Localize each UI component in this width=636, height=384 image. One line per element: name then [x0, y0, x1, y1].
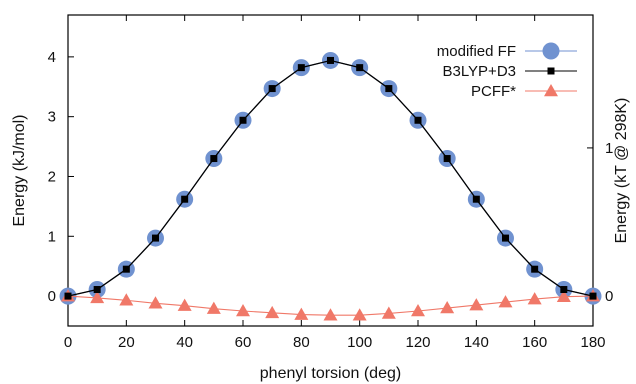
data-point — [119, 293, 134, 306]
data-point — [268, 85, 276, 93]
legend: modified FF B3LYP+D3 PCFF* — [437, 42, 577, 100]
x-tick-label: 140 — [464, 334, 489, 351]
data-point — [90, 290, 105, 304]
x-tick-label: 120 — [405, 334, 430, 351]
y2-tick-label: 0 — [605, 288, 613, 305]
data-point — [236, 304, 250, 317]
data-point — [589, 292, 597, 300]
x-tick-label: 100 — [347, 334, 372, 351]
series-layer — [59, 51, 602, 321]
y-axis-label: Energy (kJ/mol) — [11, 114, 28, 226]
data-point — [181, 195, 189, 203]
data-point — [327, 56, 334, 64]
data-point — [560, 286, 568, 294]
y-tick-label: 0 — [48, 288, 56, 305]
data-point — [472, 195, 480, 203]
y2-axis-label: Energy (kT @ 298K) — [613, 98, 630, 244]
data-point — [411, 304, 425, 317]
data-point — [352, 308, 367, 321]
x-tick-label: 40 — [176, 334, 193, 351]
data-point — [148, 296, 163, 309]
legend-marker — [547, 67, 555, 75]
x-tick-label: 180 — [580, 334, 605, 351]
legend-label: modified FF — [437, 43, 516, 60]
y-tick-label: 4 — [48, 49, 56, 66]
data-point — [502, 234, 509, 242]
legend-label: B3LYP+D3 — [442, 63, 516, 80]
legend-marker — [544, 84, 558, 97]
data-point — [152, 234, 159, 242]
data-point — [64, 292, 72, 300]
legend-marker — [542, 42, 560, 60]
data-point — [443, 155, 451, 163]
data-point — [381, 306, 396, 319]
data-point — [414, 116, 422, 124]
data-point — [527, 292, 542, 305]
data-point — [385, 85, 393, 93]
y-tick-label: 1 — [48, 228, 56, 245]
data-point — [440, 301, 455, 314]
plot-frame — [67, 14, 594, 327]
data-point — [294, 307, 309, 320]
data-point — [531, 265, 539, 273]
x-tick-label: 0 — [64, 334, 72, 351]
y-tick-label: 3 — [48, 109, 56, 126]
y-tick-label: 2 — [48, 168, 56, 185]
data-point — [177, 298, 192, 311]
x-axis-label: phenyl torsion (deg) — [260, 365, 401, 382]
x-tick-label: 60 — [235, 334, 252, 351]
data-point — [265, 305, 280, 319]
series-b3lyp-d3 — [64, 56, 597, 300]
data-point — [323, 308, 338, 321]
data-point — [556, 289, 571, 302]
data-point — [498, 295, 513, 308]
data-point — [469, 298, 484, 311]
data-point — [206, 301, 221, 314]
data-point — [239, 116, 247, 124]
x-tick-label: 160 — [522, 334, 547, 351]
data-point — [297, 64, 305, 72]
data-point — [356, 64, 364, 72]
data-point — [122, 265, 130, 273]
data-point — [210, 155, 218, 163]
legend-label: PCFF* — [471, 83, 516, 100]
series-modified-ff — [59, 51, 602, 305]
data-point — [93, 286, 101, 294]
x-tick-label: 20 — [118, 334, 135, 351]
y2-tick-label: 1 — [605, 140, 613, 157]
series-pcff- — [61, 289, 600, 321]
x-tick-label: 80 — [293, 334, 310, 351]
